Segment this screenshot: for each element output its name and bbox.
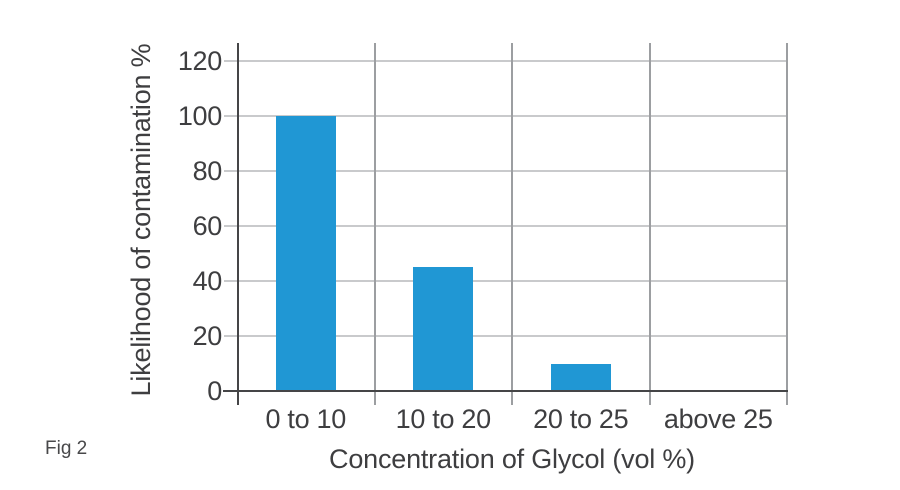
plot-area — [224, 43, 788, 405]
y-tick-label-20: 20 — [192, 320, 223, 351]
bar-10-to-20 — [413, 267, 474, 391]
y-tick-mark-100 — [224, 114, 237, 117]
y-axis-line — [237, 43, 239, 405]
x-tick-label-20-to-25: 20 to 25 — [533, 404, 629, 434]
y-tick-label-40: 40 — [192, 265, 223, 296]
y-tick-label-100: 100 — [177, 100, 222, 131]
bar-0-to-10 — [275, 115, 336, 391]
v-gridline-4 — [786, 43, 788, 391]
x-tick-label-0-to-10: 0 to 10 — [265, 404, 347, 434]
x-tick-label-above-25: above 25 — [663, 404, 773, 434]
x-tick-mark-4 — [786, 391, 788, 405]
v-gridline-2 — [511, 43, 513, 391]
y-tick-label-60: 60 — [192, 210, 223, 241]
y-tick-label-80: 80 — [192, 155, 223, 186]
x-axis-line — [223, 390, 788, 392]
y-tick-mark-20 — [224, 334, 237, 337]
y-tick-label-0: 0 — [207, 376, 222, 406]
x-axis-title: Concentration of Glycol (vol %) — [329, 444, 695, 474]
y-tick-mark-120 — [224, 59, 237, 62]
x-tick-label-10-to-20: 10 to 20 — [395, 404, 491, 434]
y-tick-label-120: 120 — [177, 45, 222, 76]
y-tick-mark-60 — [224, 224, 237, 227]
x-tick-mark-3 — [648, 391, 651, 405]
v-gridline-3 — [648, 43, 651, 391]
figure-caption: Fig 2 — [45, 438, 88, 459]
v-gridline-1 — [373, 43, 376, 391]
y-tick-mark-40 — [224, 279, 237, 282]
bar-20-to-25 — [550, 363, 611, 391]
y-tick-mark-80 — [224, 169, 237, 172]
x-tick-mark-2 — [511, 391, 513, 405]
x-tick-mark-1 — [373, 391, 376, 405]
